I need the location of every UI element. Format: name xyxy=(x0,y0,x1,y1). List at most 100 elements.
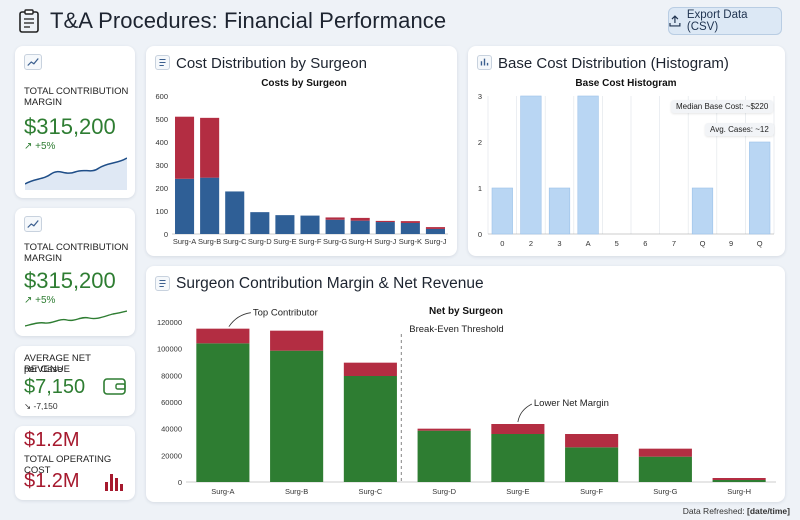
y-tick-label: 120000 xyxy=(157,318,182,327)
trend-chart-icon xyxy=(24,54,42,70)
bar-base xyxy=(275,215,295,234)
bar-base xyxy=(400,222,420,234)
histogram-chart: Base Cost Histogram 0 1 2 3 0 2 3 A 5 6 7 Q 9 Q xyxy=(478,78,775,248)
x-tick-label: Q xyxy=(757,239,763,248)
avg-cases-annotation: Avg. Cases: ~12 xyxy=(705,123,774,136)
y-tick-label: 100000 xyxy=(157,345,182,354)
bar-chart-icon xyxy=(105,474,123,491)
bar-net xyxy=(417,430,471,482)
kpi-card-avg-net-revenue: AVERAGE NET REVENUE per Case $7,150 ↘ -7… xyxy=(15,346,135,416)
x-tick-label: 3 xyxy=(557,239,561,248)
bar-top xyxy=(175,116,195,179)
hist-bar xyxy=(749,141,771,235)
bar-base xyxy=(200,177,220,234)
net-chart: Net by Surgeon 0 20000 40000 60000 80000 10000… xyxy=(157,306,776,496)
wallet-icon xyxy=(103,378,126,395)
hist-bar xyxy=(577,95,599,235)
x-tick-label: Surg-C xyxy=(358,487,382,496)
x-tick-label: 9 xyxy=(729,239,733,248)
x-tick-label: Surg-E xyxy=(506,487,529,496)
panel-title: Base Cost Distribution (Histogram) xyxy=(498,55,729,72)
x-tick-label: Surg-J xyxy=(374,237,396,246)
chart-title: Net by Surgeon xyxy=(429,306,503,317)
sparkline xyxy=(25,310,127,327)
break-even-annotation: Break-Even Threshold xyxy=(409,324,503,335)
x-tick-label: 5 xyxy=(615,239,619,248)
bar-top xyxy=(375,220,395,223)
x-tick-label: Surg-E xyxy=(273,237,296,246)
x-tick-label: Surg-G xyxy=(323,237,347,246)
page-title: T&A Procedures: Financial Performance xyxy=(50,8,447,33)
kpi-label: TOTAL CONTRIBUTION MARGIN xyxy=(24,242,129,264)
clipboard-icon xyxy=(19,9,39,33)
y-tick-label: 2 xyxy=(478,138,482,147)
y-tick-label: 20000 xyxy=(161,451,182,460)
y-tick-label: 1 xyxy=(478,184,482,193)
kpi-label: TOTAL OPERATING COST xyxy=(24,454,112,476)
y-tick-label: 400 xyxy=(155,138,168,147)
kpi-sublabel: per Case xyxy=(24,364,63,375)
bar-net xyxy=(196,343,250,482)
lower-margin-annotation: Lower Net Margin xyxy=(534,398,609,409)
bar-margin xyxy=(270,330,324,351)
x-tick-label: Surg-A xyxy=(173,237,196,246)
histogram-panel: Base Cost Distribution (Histogram) Base … xyxy=(468,46,785,256)
x-tick-label: A xyxy=(586,239,591,248)
x-tick-label: 7 xyxy=(672,239,676,248)
bar-margin xyxy=(491,424,545,434)
y-tick-label: 500 xyxy=(155,115,168,124)
x-tick-label: Surg-F xyxy=(580,487,603,496)
x-tick-label: Surg-G xyxy=(653,487,677,496)
data-refreshed-value: [date/time] xyxy=(747,506,790,516)
x-tick-label: Surg-D xyxy=(248,237,272,246)
x-tick-label: Surg-J xyxy=(424,237,446,246)
y-tick-label: 80000 xyxy=(161,371,182,380)
kpi-card-contribution-margin-2: TOTAL CONTRIBUTION MARGIN $315,200 ↗ +5% xyxy=(15,208,135,336)
bar-margin xyxy=(417,428,471,431)
panel-title: Cost Distribution by Surgeon xyxy=(176,55,367,72)
x-tick-label: 0 xyxy=(500,239,504,248)
hist-bar xyxy=(491,187,513,235)
kpi-card-operating-cost: $1.2M TOTAL OPERATING COST $1.2M xyxy=(15,426,135,500)
header: T&A Procedures: Financial Performance Ex… xyxy=(0,0,800,44)
bar-base xyxy=(250,212,270,234)
hist-bar xyxy=(548,187,571,235)
cost-chart: Costs by Surgeon 0 100 200 300 400 500 600 Surg-… xyxy=(155,78,448,246)
export-csv-button[interactable]: Export Data (CSV) xyxy=(668,7,782,35)
trend-chart-icon xyxy=(24,216,42,232)
y-tick-label: 200 xyxy=(155,184,168,193)
x-tick-label: 6 xyxy=(643,239,647,248)
bar-net xyxy=(343,376,397,482)
histogram-icon xyxy=(477,55,492,70)
bar-base xyxy=(350,220,370,234)
bar-net xyxy=(712,480,766,482)
bar-margin xyxy=(712,478,766,480)
kpi-value: $315,200 xyxy=(24,114,116,139)
top-contributor-pointer xyxy=(228,312,251,327)
bar-margin xyxy=(343,362,397,376)
y-tick-label: 60000 xyxy=(161,398,182,407)
bar-net xyxy=(638,456,692,482)
bar-base xyxy=(375,222,395,234)
kpi-value: $7,150 xyxy=(24,376,86,398)
x-tick-label: Surg-D xyxy=(432,487,456,496)
kpi-value-top: $1.2M xyxy=(24,429,80,451)
kpi-value: $1.2M xyxy=(24,470,80,492)
y-tick-label: 3 xyxy=(478,92,482,101)
x-tick-label: Surg-A xyxy=(211,487,234,496)
bar-base xyxy=(300,215,320,234)
top-contributor-annotation: Top Contributor xyxy=(253,308,318,319)
kpi-delta: ↗ +5% xyxy=(24,141,56,152)
y-tick-label: 100 xyxy=(155,207,168,216)
chart-title: Base Cost Histogram xyxy=(575,78,676,89)
y-tick-label: 600 xyxy=(155,92,168,101)
data-refreshed-note: Data Refreshed: [date/time] xyxy=(683,506,790,516)
x-tick-label: Surg-K xyxy=(399,237,422,246)
list-chart-icon xyxy=(155,55,170,70)
y-tick-label: 300 xyxy=(155,161,168,170)
bar-net xyxy=(565,447,619,482)
x-tick-label: Surg-B xyxy=(198,237,221,246)
kpi-card-contribution-margin: TOTAL CONTRIBUTION MARGIN $315,200 ↗ +5% xyxy=(15,46,135,198)
bar-top xyxy=(350,217,370,221)
kpi-delta: ↗ +5% xyxy=(24,295,56,306)
